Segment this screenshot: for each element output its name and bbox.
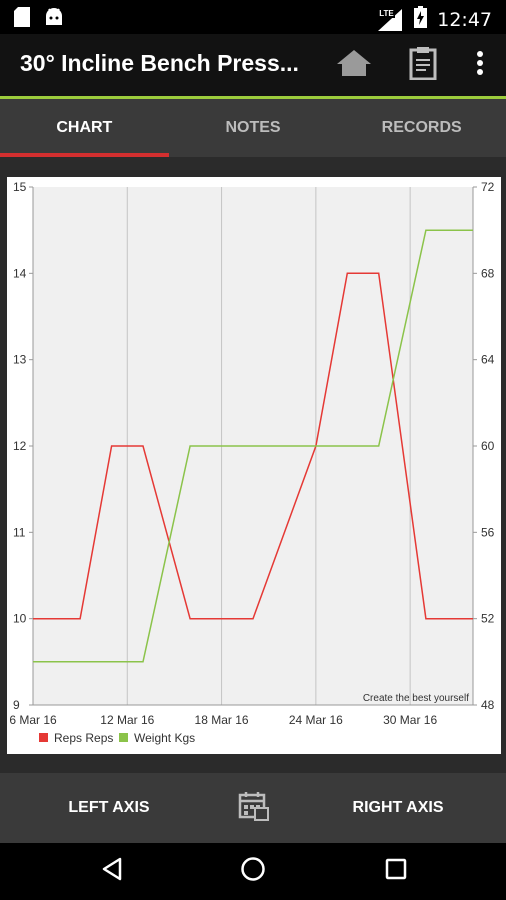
system-nav-bar xyxy=(0,843,506,900)
x-tick-label: 12 Mar 16 xyxy=(100,713,154,727)
status-bar: LTE 12:47 xyxy=(0,0,506,34)
network-type-label: LTE xyxy=(378,8,395,18)
calendar-icon xyxy=(238,791,270,826)
overflow-menu-button[interactable] xyxy=(452,34,506,96)
right-tick-label: 72 xyxy=(481,180,495,194)
tab-notes[interactable]: NOTES xyxy=(225,119,281,136)
x-tick-label: 24 Mar 16 xyxy=(289,713,343,727)
recents-square-icon xyxy=(385,858,407,885)
clock: 12:47 xyxy=(437,8,492,31)
calendar-button[interactable] xyxy=(226,773,282,843)
x-tick-label: 18 Mar 16 xyxy=(195,713,249,727)
nav-home-button[interactable] xyxy=(213,843,293,900)
sd-card-icon xyxy=(14,7,30,32)
chart-labels: 6 Mar 16 12 Mar 16 18 Mar 16 24 Mar 16 30 Ma… xyxy=(9,180,494,727)
home-button[interactable] xyxy=(326,34,382,96)
left-tick-label: 15 xyxy=(13,180,27,194)
chart-series xyxy=(33,229,473,663)
tab-records[interactable]: RECORDS xyxy=(381,119,462,136)
right-tick-label: 60 xyxy=(481,439,495,453)
x-tick-label: 30 Mar 16 xyxy=(383,713,437,727)
series-line-weight xyxy=(33,229,473,663)
legend-swatch xyxy=(39,733,48,742)
home-circle-icon xyxy=(240,856,266,887)
left-tick-label: 14 xyxy=(13,266,27,280)
left-axis-button[interactable]: LEFT AXIS xyxy=(68,799,150,816)
left-tick-label: 10 xyxy=(13,612,27,626)
progress-chart: 6 Mar 16 12 Mar 16 18 Mar 16 24 Mar 16 30 Ma… xyxy=(9,180,494,745)
nav-back-button[interactable] xyxy=(72,843,152,900)
series-line-reps xyxy=(33,272,473,620)
left-tick-label: 12 xyxy=(13,439,27,453)
tab-chart[interactable]: CHART xyxy=(0,99,169,157)
chart-legend: Reps Reps Weight Kgs xyxy=(39,731,195,745)
chart-card[interactable]: 6 Mar 16 12 Mar 16 18 Mar 16 24 Mar 16 30 Ma… xyxy=(7,177,501,754)
home-icon xyxy=(335,48,373,83)
legend-swatch xyxy=(119,733,128,742)
legend-label: Weight Kgs xyxy=(134,731,195,745)
right-tick-label: 52 xyxy=(481,612,495,626)
signal-icon: LTE xyxy=(378,8,404,31)
back-triangle-icon xyxy=(101,857,123,886)
battery-charging-icon xyxy=(414,6,428,33)
chart-annotation: Create the best yourself xyxy=(363,693,469,704)
left-tick-label: 9 xyxy=(13,698,20,712)
android-icon xyxy=(44,7,64,32)
clipboard-icon xyxy=(409,46,437,85)
page-title: 30° Incline Bench Press... xyxy=(20,50,299,76)
legend-label: Reps Reps xyxy=(54,731,113,745)
left-tick-label: 11 xyxy=(13,525,26,539)
left-tick-label: 13 xyxy=(13,353,27,367)
clipboard-button[interactable] xyxy=(395,34,451,96)
bottom-action-bar: LEFT AXIS RIGHT AXIS xyxy=(0,773,506,843)
tab-bar: CHART NOTES RECORDS xyxy=(0,99,506,157)
right-tick-label: 56 xyxy=(481,525,495,539)
more-vert-icon xyxy=(476,50,484,80)
right-tick-label: 64 xyxy=(481,353,495,367)
app-bar: 30° Incline Bench Press... xyxy=(0,34,506,99)
right-tick-label: 68 xyxy=(481,266,495,280)
nav-recents-button[interactable] xyxy=(356,843,436,900)
x-tick-label: 6 Mar 16 xyxy=(9,713,57,727)
right-axis-button[interactable]: RIGHT AXIS xyxy=(352,799,444,816)
right-tick-label: 48 xyxy=(481,698,495,712)
